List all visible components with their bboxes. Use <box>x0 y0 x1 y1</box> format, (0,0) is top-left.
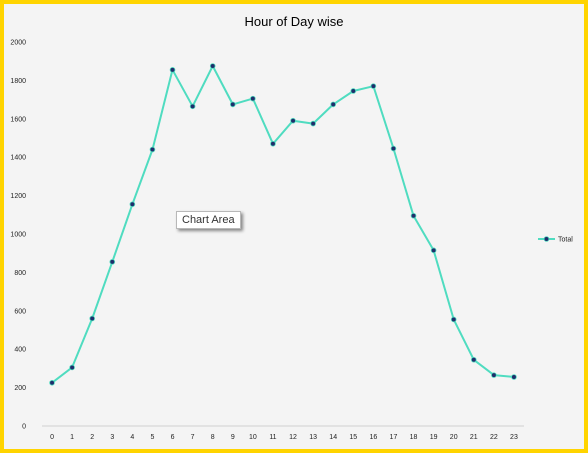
y-tick-label: 200 <box>14 385 26 392</box>
y-tick-label: 1400 <box>10 155 26 162</box>
x-tick-label: 1 <box>70 434 74 441</box>
y-tick-label: 1800 <box>10 78 26 85</box>
x-tick-label: 9 <box>231 434 235 441</box>
x-tick-label: 5 <box>151 434 155 441</box>
series-line <box>51 65 515 384</box>
data-point <box>350 88 357 94</box>
x-tick-label: 22 <box>490 434 498 441</box>
data-point <box>370 83 377 89</box>
x-tick-label: 20 <box>450 434 458 441</box>
data-point <box>129 201 136 208</box>
data-point <box>330 101 337 108</box>
legend-label: Total <box>558 237 573 244</box>
data-point <box>511 374 517 380</box>
x-tick-label: 4 <box>130 434 134 441</box>
x-tick-label: 11 <box>269 434 276 441</box>
x-tick-label: 7 <box>191 434 195 441</box>
x-tick-label: 14 <box>329 434 337 441</box>
y-tick-label: 0 <box>22 424 26 431</box>
y-tick-label: 800 <box>14 270 26 277</box>
data-point <box>310 120 316 127</box>
data-point <box>229 101 236 108</box>
x-tick-label: 17 <box>390 434 398 441</box>
data-point <box>491 372 497 378</box>
data-point <box>450 316 457 323</box>
x-tick-label: 13 <box>309 434 317 441</box>
data-point <box>410 212 417 219</box>
data-point <box>290 117 296 124</box>
x-tick-label: 0 <box>50 434 54 441</box>
data-point <box>69 364 75 371</box>
data-point <box>270 140 276 147</box>
y-tick-label: 600 <box>14 308 26 315</box>
data-point <box>109 259 116 265</box>
data-point <box>209 63 216 69</box>
x-tick-label: 8 <box>211 434 215 441</box>
chart-area[interactable]: Hour of Day wise 0 200 400 600 800 1000 1200 14… <box>4 4 584 449</box>
y-tick-label: 1000 <box>10 232 26 239</box>
data-point <box>390 145 397 152</box>
x-tick-label: 18 <box>410 434 418 441</box>
x-tick-label: 10 <box>249 434 257 441</box>
x-tick-label: 3 <box>110 434 114 441</box>
data-point <box>49 379 55 386</box>
x-tick-label: 12 <box>289 434 297 441</box>
x-tick-label: 16 <box>369 434 377 441</box>
data-point <box>189 103 196 110</box>
x-tick-label: 21 <box>470 434 478 441</box>
y-tick-label: 400 <box>14 347 26 354</box>
chart-area-tooltip: Chart Area <box>176 211 241 229</box>
y-tick-label: 1200 <box>10 193 26 200</box>
chart-title: Hour of Day wise <box>245 14 344 29</box>
data-point <box>470 356 477 363</box>
x-tick-label: 15 <box>349 434 357 441</box>
legend-marker <box>543 236 550 242</box>
x-tick-label: 23 <box>510 434 518 441</box>
x-tick-label: 2 <box>90 434 94 441</box>
data-point <box>169 67 176 73</box>
data-point <box>149 146 156 153</box>
series-total[interactable] <box>49 63 517 386</box>
x-tick-label: 19 <box>430 434 438 441</box>
data-point <box>430 247 437 254</box>
data-point <box>250 95 256 102</box>
data-point <box>89 315 96 322</box>
x-axis-ticks: 0 1 2 3 4 5 6 7 8 9 10 11 12 13 14 15 16 17 18 19 20 21 22 23 <box>50 434 518 441</box>
y-tick-label: 1600 <box>10 116 26 123</box>
x-tick-label: 6 <box>171 434 175 441</box>
y-axis-ticks: 0 200 400 600 800 1000 1200 1400 1600 1800 2000 <box>10 40 26 431</box>
y-tick-label: 2000 <box>10 40 26 47</box>
legend[interactable]: Total <box>538 236 573 244</box>
line-chart: Hour of Day wise 02004006008001000120014… <box>10 14 573 441</box>
